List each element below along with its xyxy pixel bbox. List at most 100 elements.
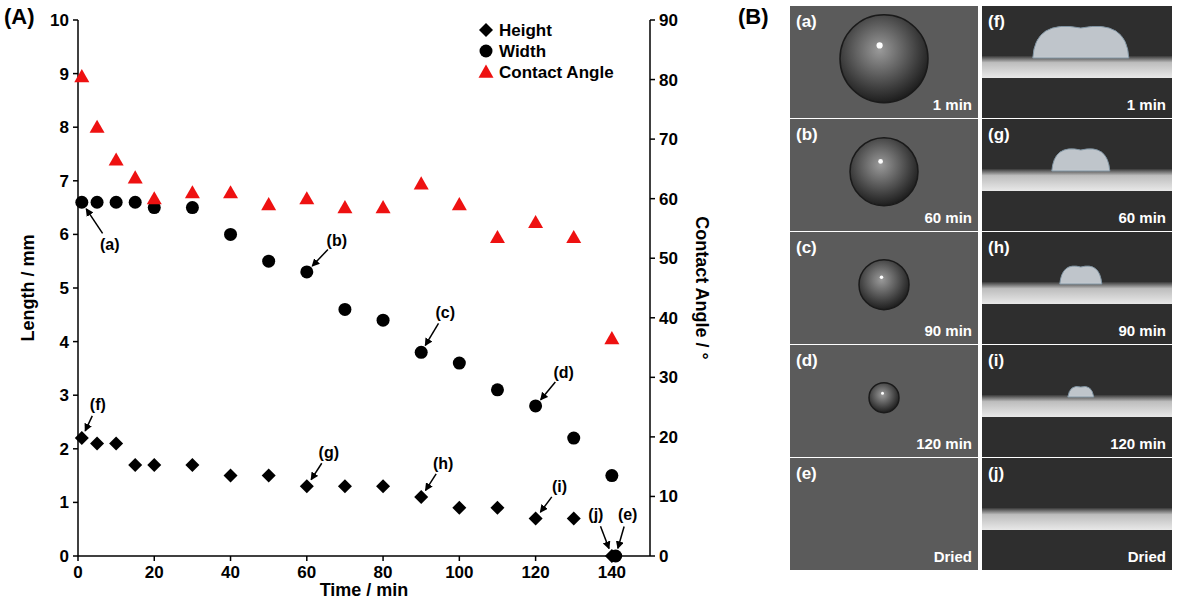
- point: [338, 479, 352, 493]
- y-tick-label: 6: [60, 225, 69, 244]
- tile-label: (h): [988, 238, 1010, 257]
- tile-caption: 60 min: [1118, 209, 1166, 226]
- photo-background: [982, 345, 1172, 457]
- point: [376, 200, 391, 213]
- x-tick-label: 20: [145, 563, 164, 582]
- legend-label: Height: [499, 21, 552, 40]
- droplet: [850, 138, 918, 206]
- y2-tick-label: 50: [659, 249, 678, 268]
- annotation-label: (a): [100, 236, 120, 253]
- y2-axis-title: Contact Angle / °: [692, 216, 712, 360]
- y2-tick-label: 10: [659, 487, 678, 506]
- annotation-label: (i): [552, 478, 567, 495]
- photo-background: [790, 345, 978, 457]
- tile-label: (a): [796, 12, 817, 31]
- photo-tile: (e)Dried: [790, 458, 978, 570]
- y2-tick-label: 30: [659, 368, 678, 387]
- annotation-label: (f): [90, 396, 106, 413]
- droplet-highlight: [878, 159, 883, 164]
- y2-tick-label: 70: [659, 130, 678, 149]
- annotation-label: (c): [435, 304, 455, 321]
- point: [109, 152, 124, 165]
- annotation-arrow: [311, 463, 322, 479]
- stage: [982, 395, 1172, 417]
- y-tick-label: 0: [60, 547, 69, 566]
- y2-tick: [650, 496, 655, 498]
- legend-label: Contact Angle: [499, 63, 614, 82]
- y2-tick-label: 20: [659, 428, 678, 447]
- annotation-arrow: [312, 249, 328, 266]
- y-tick-label: 8: [60, 118, 69, 137]
- photo-background: [982, 6, 1172, 118]
- stage: [982, 508, 1172, 530]
- photo-background: [790, 119, 978, 231]
- point: [128, 458, 142, 472]
- x-tick-label: 0: [73, 563, 82, 582]
- y-tick: [73, 180, 78, 182]
- annotation-arrow: [85, 416, 92, 431]
- point: [490, 501, 504, 515]
- point: [604, 331, 619, 344]
- point: [147, 191, 162, 204]
- y2-tick-label: 0: [659, 547, 668, 566]
- y2-tick-label: 80: [659, 71, 678, 90]
- droplet: [1052, 149, 1110, 171]
- tile-label: (b): [796, 125, 818, 144]
- point: [376, 479, 390, 493]
- droplet: [840, 15, 928, 103]
- point: [299, 191, 314, 204]
- x-tick: [230, 556, 232, 561]
- y2-tick-label: 60: [659, 190, 678, 209]
- y2-tick: [650, 198, 655, 200]
- droplet-highlight: [880, 275, 884, 279]
- droplet: [859, 260, 909, 310]
- point: [567, 432, 580, 445]
- point: [415, 346, 428, 359]
- annotation-arrow: [540, 497, 551, 512]
- figure: (A)0123456789100102030405060708090020406…: [0, 0, 1178, 603]
- point: [74, 69, 89, 82]
- point: [110, 196, 123, 209]
- y2-tick: [650, 317, 655, 319]
- series: [75, 431, 619, 563]
- x-tick: [77, 556, 79, 561]
- point: [91, 196, 104, 209]
- tile-caption: Dried: [934, 548, 972, 565]
- legend: HeightWidthContact Angle: [479, 21, 614, 82]
- point: [129, 196, 142, 209]
- photo-background: [982, 119, 1172, 231]
- y2-tick: [650, 257, 655, 259]
- tile-caption: 60 min: [924, 209, 972, 226]
- y-tick: [73, 502, 78, 504]
- point: [300, 479, 314, 493]
- stage: [982, 282, 1172, 304]
- x-tick: [154, 556, 156, 561]
- point: [567, 511, 581, 525]
- point: [261, 197, 276, 210]
- annotation-arrow: [600, 526, 609, 548]
- panel-label: (A): [4, 4, 35, 29]
- point: [223, 185, 238, 198]
- series: [75, 196, 622, 563]
- y-tick: [73, 448, 78, 450]
- photo-background: [790, 458, 978, 570]
- annotation-arrow: [426, 474, 437, 490]
- annotation-arrow: [86, 209, 102, 234]
- point: [609, 550, 622, 563]
- point: [529, 399, 542, 412]
- point: [452, 197, 467, 210]
- series: [74, 69, 619, 344]
- axes: 0123456789100102030405060708090020406080…: [18, 11, 711, 600]
- y-tick: [73, 341, 78, 343]
- point: [377, 314, 390, 327]
- droplet: [869, 383, 899, 413]
- photo-background: [982, 232, 1172, 344]
- point: [75, 431, 89, 445]
- x-tick-label: 120: [521, 563, 549, 582]
- point: [147, 458, 161, 472]
- legend-marker: [479, 23, 493, 37]
- tile-label: (j): [988, 464, 1004, 483]
- annotation-arrow: [541, 382, 556, 400]
- y-tick: [73, 234, 78, 236]
- tile-caption: 120 min: [916, 435, 972, 452]
